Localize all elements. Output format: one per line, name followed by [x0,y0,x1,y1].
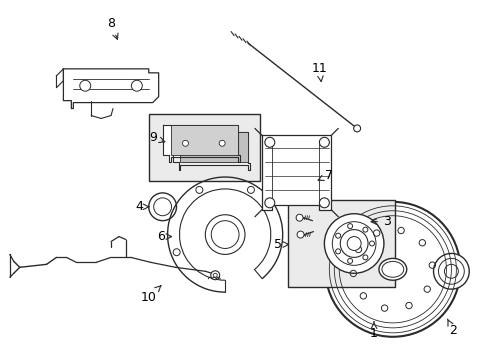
Polygon shape [172,132,249,170]
Circle shape [324,214,383,273]
Bar [148,113,259,181]
Circle shape [319,137,328,147]
Circle shape [325,202,459,337]
Bar [180,132,247,162]
Circle shape [80,80,90,91]
Circle shape [433,253,468,289]
Text: 2: 2 [447,319,456,337]
Circle shape [131,80,142,91]
Circle shape [297,231,304,238]
Circle shape [182,140,188,146]
Text: 5: 5 [273,238,288,251]
Circle shape [210,271,219,280]
Circle shape [264,137,274,147]
Text: 11: 11 [311,62,326,82]
Polygon shape [163,125,240,162]
Circle shape [264,198,274,208]
Circle shape [148,193,176,221]
Circle shape [205,215,244,255]
Polygon shape [262,135,331,210]
Circle shape [219,140,224,146]
Text: 7: 7 [318,168,333,181]
Text: 9: 9 [148,131,164,144]
Bar [170,125,238,155]
Text: 6: 6 [156,230,171,243]
Polygon shape [56,69,63,88]
Circle shape [319,198,328,208]
Text: 8: 8 [107,17,118,39]
Text: 10: 10 [141,286,161,303]
Text: 4: 4 [135,200,148,213]
Ellipse shape [378,258,406,280]
Circle shape [346,237,360,251]
Circle shape [353,125,360,132]
Circle shape [296,214,303,221]
Bar [287,200,394,287]
Text: 3: 3 [370,215,390,228]
Polygon shape [63,69,158,109]
Text: 1: 1 [369,322,377,340]
Ellipse shape [381,261,403,277]
